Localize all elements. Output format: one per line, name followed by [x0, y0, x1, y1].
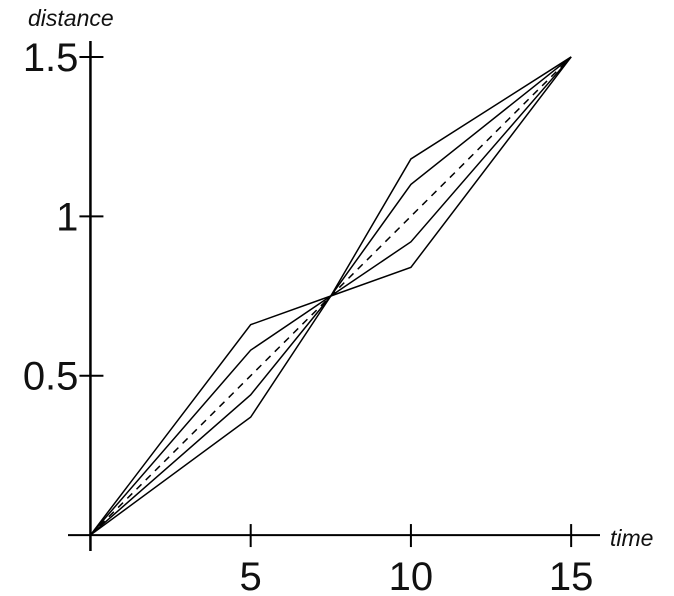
- y-tick-label: 1.5: [23, 36, 79, 80]
- x-tick-label: 5: [240, 555, 262, 596]
- y-tick-label: 0.5: [23, 355, 79, 399]
- x-tick-label: 15: [549, 555, 594, 596]
- series-line: [89, 56, 572, 536]
- y-tick-label: 1: [56, 195, 78, 239]
- x-tick-label: 10: [389, 555, 434, 596]
- y-axis-label: distance: [28, 5, 114, 31]
- x-axis-label: time: [610, 525, 653, 551]
